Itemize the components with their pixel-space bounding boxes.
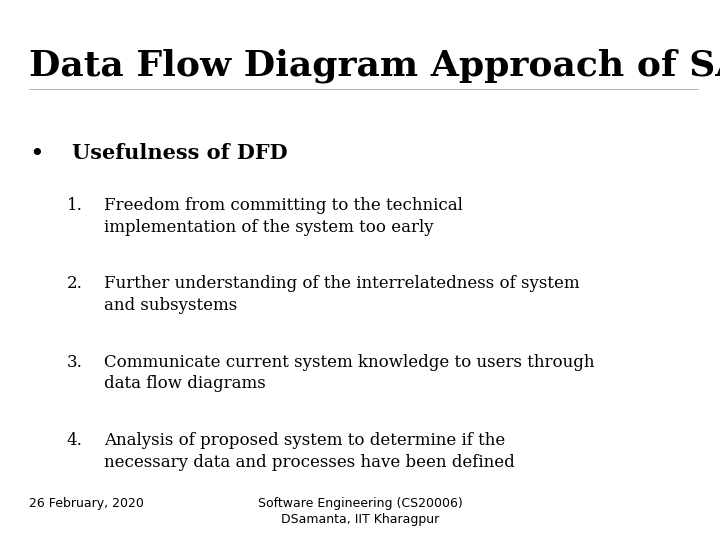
Text: Communicate current system knowledge to users through
data flow diagrams: Communicate current system knowledge to … (104, 354, 595, 392)
Text: •: • (29, 143, 43, 166)
Text: 4.: 4. (67, 432, 83, 449)
Text: DSamanta, IIT Kharagpur: DSamanta, IIT Kharagpur (281, 514, 439, 526)
Text: 3.: 3. (67, 354, 83, 370)
Text: Freedom from committing to the technical
implementation of the system too early: Freedom from committing to the technical… (104, 197, 463, 235)
Text: Usefulness of DFD: Usefulness of DFD (72, 143, 287, 163)
Text: Further understanding of the interrelatedness of system
and subsystems: Further understanding of the interrelate… (104, 275, 580, 314)
Text: 2.: 2. (67, 275, 83, 292)
Text: Software Engineering (CS20006): Software Engineering (CS20006) (258, 497, 462, 510)
Text: 1.: 1. (67, 197, 83, 214)
Text: Data Flow Diagram Approach of SA: Data Flow Diagram Approach of SA (29, 49, 720, 83)
Text: Analysis of proposed system to determine if the
necessary data and processes hav: Analysis of proposed system to determine… (104, 432, 515, 470)
Text: 26 February, 2020: 26 February, 2020 (29, 497, 144, 510)
